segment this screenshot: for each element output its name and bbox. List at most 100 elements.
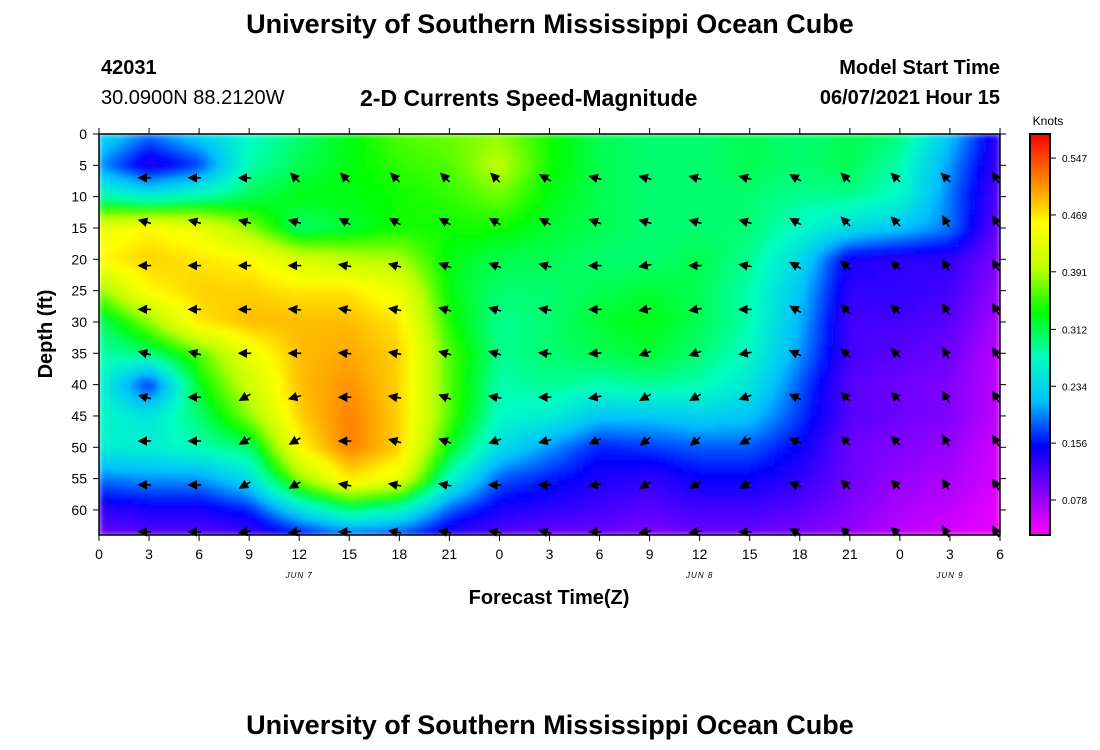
- heatmap-cell: [382, 378, 392, 386]
- heatmap-cell: [766, 271, 776, 279]
- heatmap-cell: [507, 240, 517, 248]
- heatmap-cell: [808, 140, 818, 148]
- heatmap-cell: [716, 315, 726, 323]
- heatmap-cell: [874, 415, 884, 424]
- heatmap-cell: [399, 284, 409, 292]
- heatmap-cell: [282, 328, 292, 336]
- heatmap-cell: [791, 365, 801, 373]
- heatmap-cell: [582, 372, 593, 380]
- heatmap-cell: [749, 190, 759, 198]
- heatmap-cell: [674, 177, 684, 185]
- heatmap-cell: [849, 221, 859, 229]
- heatmap-cell: [249, 190, 259, 198]
- heatmap-cell: [933, 334, 943, 342]
- heatmap-cell: [307, 196, 317, 204]
- heatmap-cell: [766, 134, 776, 142]
- heatmap-cell: [149, 165, 159, 173]
- heatmap-cell: [849, 171, 859, 179]
- heatmap-cell: [682, 315, 693, 323]
- heatmap-cell: [758, 315, 768, 323]
- heatmap-cell: [441, 253, 451, 261]
- heatmap-cell: [657, 309, 668, 317]
- heatmap-cell: [224, 353, 234, 361]
- heatmap-cell: [766, 315, 776, 323]
- heatmap-cell: [432, 353, 442, 361]
- heatmap-cell: [407, 359, 417, 367]
- heatmap-cell: [824, 321, 834, 330]
- heatmap-cell: [315, 296, 326, 304]
- heatmap-cell: [566, 140, 576, 148]
- heatmap-cell: [933, 184, 943, 192]
- heatmap-cell: [340, 334, 351, 342]
- heatmap-cell: [307, 140, 317, 148]
- heatmap-cell: [399, 378, 409, 386]
- heatmap-cell: [933, 177, 943, 185]
- heatmap-cell: [691, 165, 701, 173]
- heatmap-cell: [733, 146, 743, 154]
- heatmap-cell: [282, 265, 292, 273]
- heatmap-cell: [708, 353, 718, 361]
- heatmap-cell: [783, 284, 793, 292]
- heatmap-cell: [532, 215, 542, 223]
- heatmap-cell: [282, 321, 292, 330]
- heatmap-cell: [682, 227, 693, 236]
- heatmap-cell: [708, 152, 718, 160]
- heatmap-cell: [174, 334, 184, 342]
- heatmap-cell: [991, 271, 1000, 279]
- heatmap-cell: [933, 171, 943, 179]
- heatmap-cell: [499, 240, 509, 248]
- heatmap-cell: [808, 334, 818, 342]
- heatmap-cell: [299, 278, 309, 286]
- heatmap-cell: [174, 422, 184, 430]
- heatmap-cell: [357, 403, 367, 411]
- heatmap-cell: [265, 221, 275, 229]
- heatmap-cell: [416, 184, 426, 192]
- heatmap-cell: [507, 165, 517, 173]
- heatmap-cell: [833, 372, 843, 380]
- heatmap-cell: [99, 296, 109, 304]
- heatmap-cell: [232, 328, 242, 336]
- heatmap-cell: [107, 384, 117, 392]
- heatmap-cell: [390, 359, 401, 367]
- heatmap-cell: [532, 390, 542, 398]
- heatmap-cell: [924, 328, 935, 336]
- heatmap-cell: [899, 265, 910, 273]
- heatmap-cell: [691, 209, 701, 217]
- heatmap-cell: [424, 353, 434, 361]
- heatmap-cell: [624, 134, 634, 142]
- heatmap-cell: [649, 340, 659, 348]
- heatmap-cell: [240, 271, 250, 279]
- heatmap-cell: [866, 134, 876, 142]
- heatmap-cell: [107, 190, 117, 198]
- heatmap-cell: [616, 240, 626, 248]
- heatmap-cell: [215, 165, 225, 173]
- heatmap-cell: [833, 246, 843, 254]
- heatmap-cell: [224, 146, 234, 154]
- heatmap-cell: [340, 146, 351, 154]
- heatmap-cell: [374, 278, 384, 286]
- heatmap-cell: [274, 403, 284, 411]
- heatmap-cell: [407, 309, 417, 317]
- heatmap-cell: [991, 140, 1000, 148]
- heatmap-cell: [549, 284, 559, 292]
- heatmap-cell: [958, 246, 968, 254]
- heatmap-cell: [549, 278, 559, 286]
- heatmap-cell: [916, 159, 926, 167]
- heatmap-cell: [149, 296, 159, 304]
- heatmap-cell: [991, 365, 1000, 373]
- heatmap-cell: [466, 215, 476, 223]
- heatmap-cell: [99, 422, 109, 430]
- heatmap-cell: [190, 227, 200, 236]
- heatmap-cell: [708, 309, 718, 317]
- heatmap-cell: [207, 303, 217, 311]
- heatmap-cell: [424, 284, 434, 292]
- heatmap-cell: [974, 240, 985, 248]
- heatmap-cell: [407, 165, 417, 173]
- heatmap-cell: [582, 328, 593, 336]
- heatmap-cell: [174, 190, 184, 198]
- heatmap-cell: [165, 278, 175, 286]
- heatmap-cell: [115, 347, 125, 355]
- heatmap-cell: [649, 365, 659, 373]
- heatmap-cell: [232, 271, 242, 279]
- heatmap-cell: [858, 315, 868, 323]
